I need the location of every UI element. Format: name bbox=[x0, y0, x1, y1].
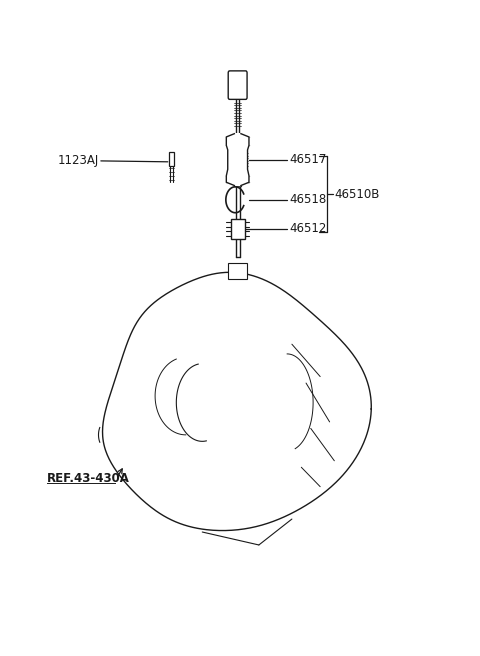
Text: 46518: 46518 bbox=[289, 194, 327, 206]
Text: REF.43-430A: REF.43-430A bbox=[47, 472, 130, 485]
Polygon shape bbox=[103, 272, 372, 531]
Text: 46510B: 46510B bbox=[334, 188, 379, 201]
Bar bbox=[228, 263, 247, 279]
Text: 46512: 46512 bbox=[289, 222, 327, 236]
Polygon shape bbox=[227, 134, 249, 186]
FancyBboxPatch shape bbox=[228, 71, 247, 99]
Text: 46517: 46517 bbox=[289, 153, 327, 166]
Text: 1123AJ: 1123AJ bbox=[57, 154, 98, 167]
Bar bbox=[169, 152, 174, 166]
Bar bbox=[230, 219, 245, 239]
